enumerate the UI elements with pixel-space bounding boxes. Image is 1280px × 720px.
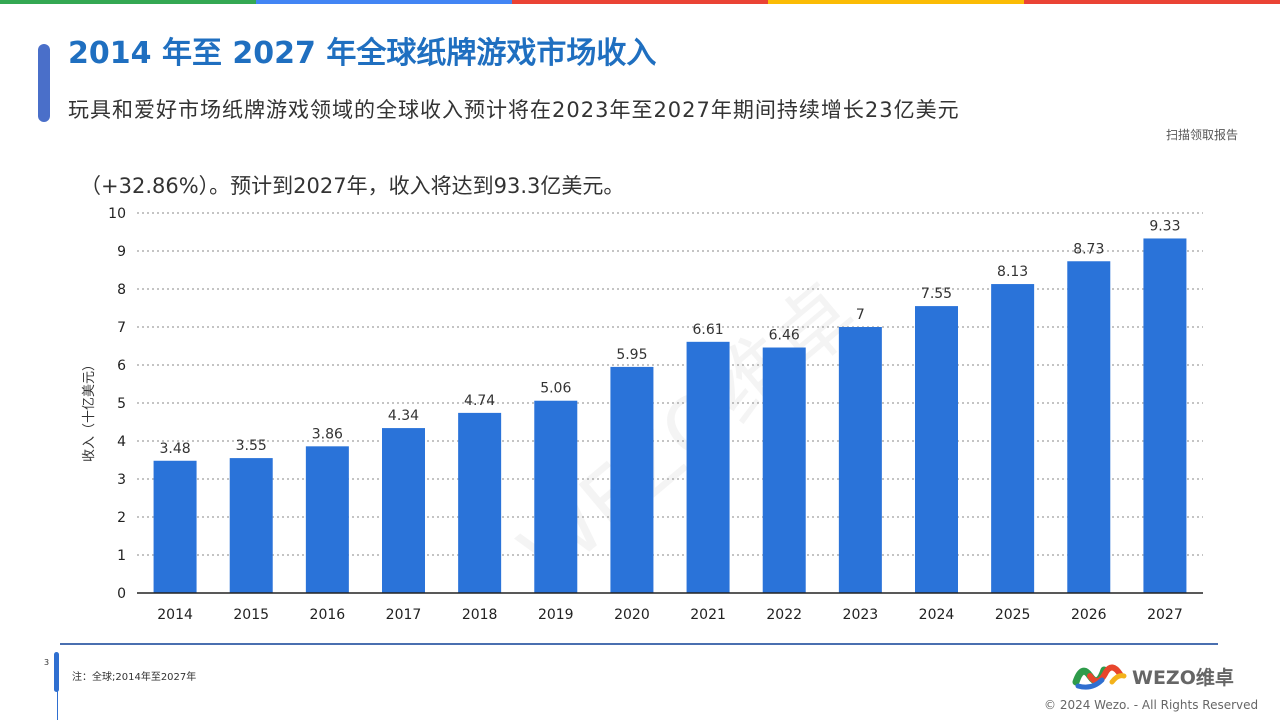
y-tick-label: 3 [117,472,126,488]
data-label: 6.61 [692,322,723,338]
data-label: 9.33 [1149,218,1180,234]
y-tick-label: 1 [117,548,126,564]
x-tick-label: 2023 [843,607,879,623]
footer-divider [60,643,1218,645]
data-label: 8.73 [1073,241,1104,257]
page-number: 3 [44,658,50,667]
x-tick-label: 2018 [462,607,498,623]
top-color-segment [512,0,768,4]
x-tick-label: 2020 [614,607,650,623]
scan-report-link[interactable]: 扫描领取报告 [1166,128,1239,142]
y-tick-label: 7 [117,320,126,336]
bar [838,327,882,593]
bar [686,341,730,593]
footer-accent [54,652,59,692]
copyright: © 2024 Wezo. - All Rights Reserved [1044,698,1259,712]
data-label: 4.34 [388,408,419,424]
data-label: 3.48 [159,441,190,457]
x-tick-label: 2016 [310,607,346,623]
bar [229,458,273,593]
title-accent [38,44,50,122]
page-title: 2014 年至 2027 年全球纸牌游戏市场收入 [68,36,657,71]
x-tick-label: 2027 [1147,607,1183,623]
x-tick-label: 2026 [1071,607,1107,623]
subtitle-continued: （+32.86%）。预计到2027年，收入将达到93.3亿美元。 [80,174,625,198]
bar [458,412,502,593]
wezo-logo: WEZO维卓 [1072,662,1234,690]
bar [153,460,197,593]
bar [382,428,425,593]
y-tick-label: 5 [117,396,126,412]
logo-mark-icon [1072,664,1127,690]
footnote: 注：全球;2014年至2027年 [72,672,197,683]
y-tick-label: 2 [117,510,126,526]
y-tick-label: 0 [117,586,126,602]
top-color-segment [0,0,256,4]
data-label: 5.95 [616,347,647,363]
bar [1067,261,1111,593]
data-label: 7.55 [921,286,952,302]
x-tick-label: 2021 [690,607,726,623]
top-color-segment [256,0,512,4]
data-label: 6.46 [769,328,800,344]
subtitle: 玩具和爱好市场纸牌游戏领域的全球收入预计将在2023年至2027年期间持续增长2… [68,98,960,122]
bar [915,306,958,593]
top-color-bar [0,0,1280,4]
bar [534,400,578,593]
x-tick-label: 2015 [233,607,269,623]
logo-text: WEZO维卓 [1132,666,1234,689]
bar [991,284,1035,593]
data-label: 5.06 [540,381,571,397]
data-label: 8.13 [997,264,1028,280]
y-tick-label: 10 [108,206,126,222]
y-tick-label: 4 [117,434,126,450]
x-tick-label: 2017 [386,607,422,623]
bar [762,347,806,593]
x-tick-label: 2019 [538,607,574,623]
y-axis-label: 收入（十亿美元） [82,358,97,462]
y-tick-label: 9 [117,244,126,260]
x-tick-label: 2025 [995,607,1031,623]
bar [1143,238,1187,593]
x-tick-label: 2022 [766,607,802,623]
y-tick-label: 8 [117,282,126,298]
bar [305,446,349,593]
top-color-segment [768,0,1024,4]
top-color-segment [1024,0,1280,4]
x-tick-label: 2024 [919,607,955,623]
data-label: 3.55 [236,438,267,454]
footer-accent-line [57,690,58,720]
x-tick-label: 2014 [157,607,193,623]
data-label: 3.86 [312,426,343,442]
y-tick-label: 6 [117,358,126,374]
bar [610,366,654,593]
data-label: 4.74 [464,393,495,409]
data-label: 7 [856,307,865,323]
